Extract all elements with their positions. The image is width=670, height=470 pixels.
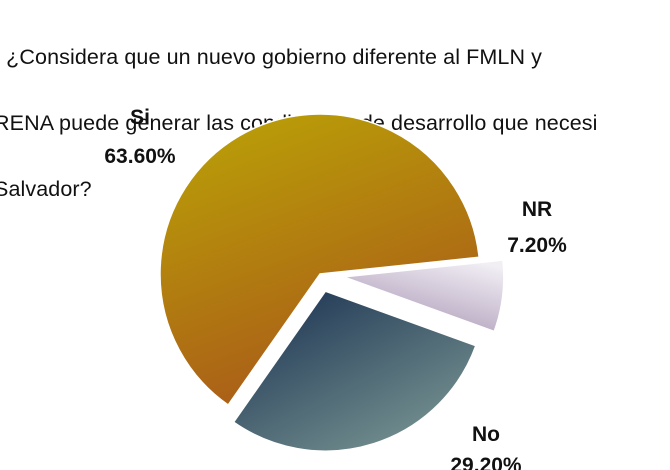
pie-slice-no [232, 290, 477, 452]
question-line-1: . ¿Considera que un nuevo gobierno difer… [0, 45, 542, 69]
slice-label-si: Si [130, 106, 150, 129]
slice-label-nr: NR [522, 198, 552, 221]
slice-value-nr: 7.20% [507, 234, 567, 257]
question-line-3: Salvador? [0, 177, 92, 201]
pie-slice-si [159, 113, 480, 407]
slice-value-no: 29.20% [450, 454, 522, 470]
slice-value-si: 63.60% [104, 145, 176, 168]
pie-slice-nr [343, 259, 505, 333]
slice-label-no: No [472, 423, 500, 446]
